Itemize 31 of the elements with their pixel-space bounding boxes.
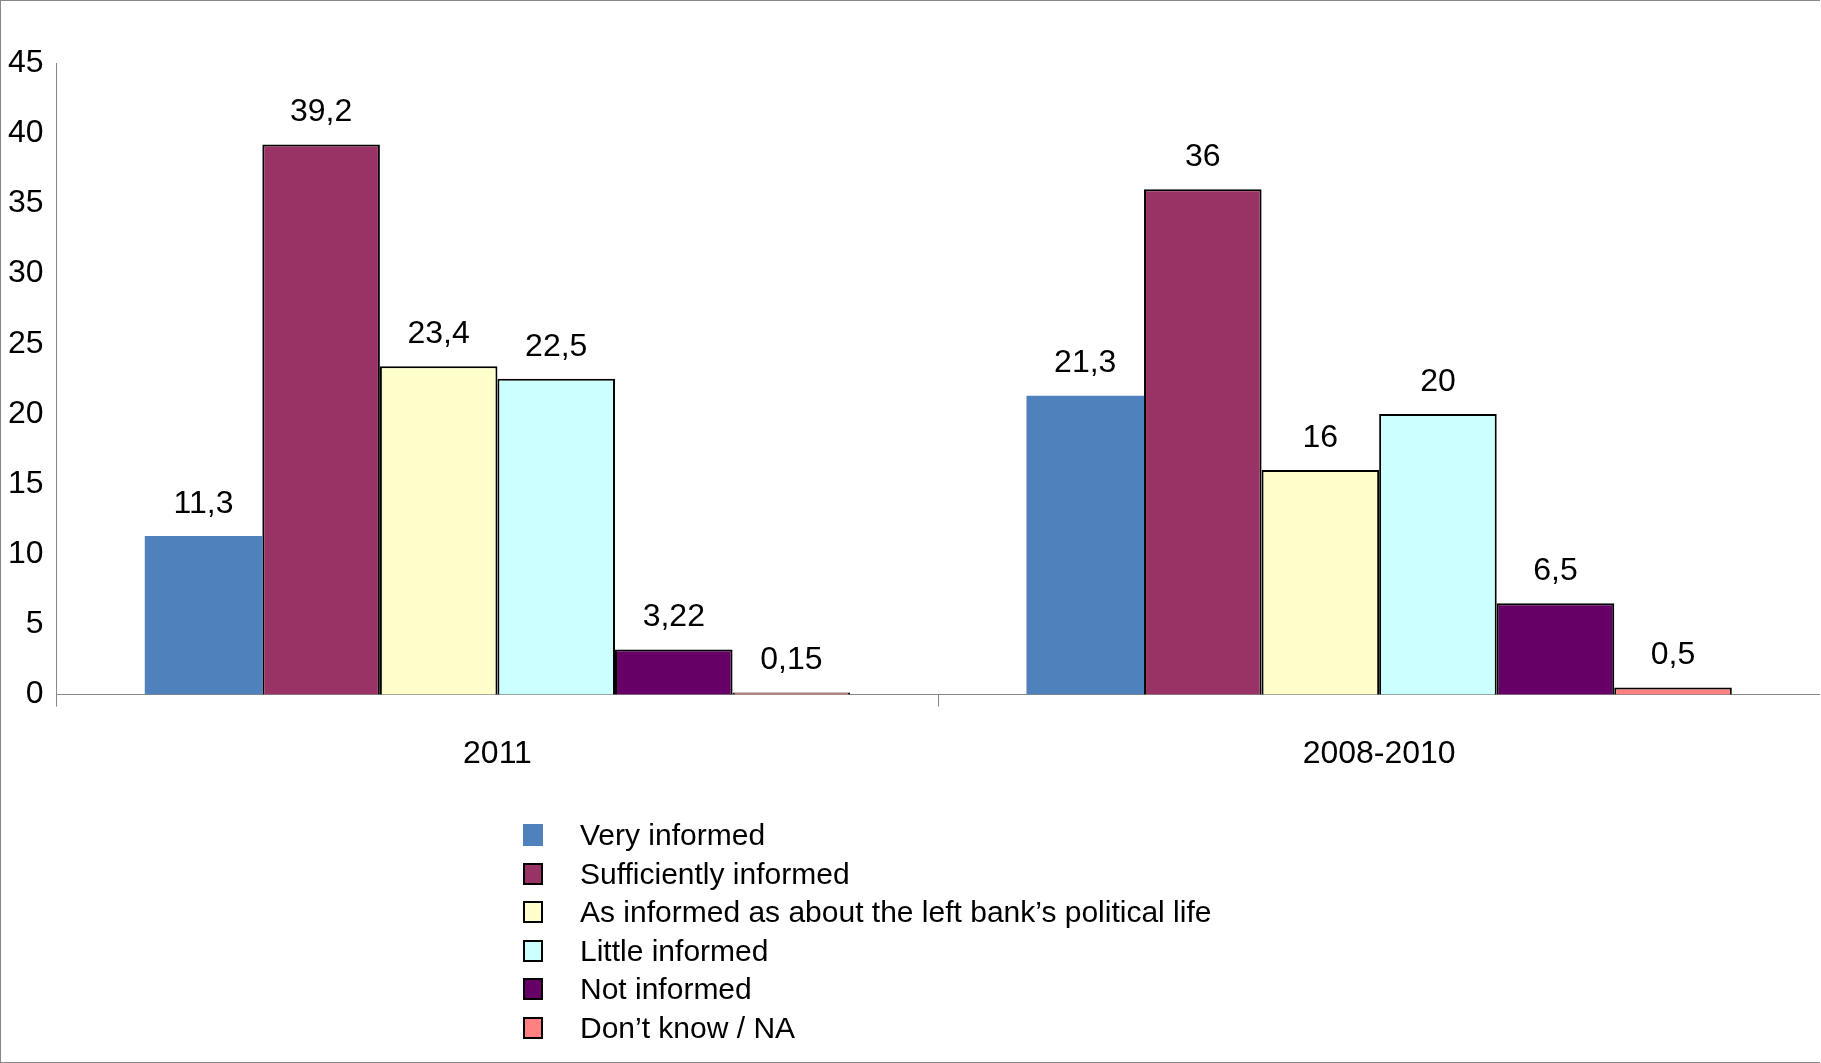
data-label: 11,3 — [173, 483, 234, 520]
data-label: 0,5 — [1650, 635, 1696, 672]
y-tick-label: 35 — [8, 183, 44, 220]
data-label: 0,15 — [760, 640, 823, 677]
legend-label: Don’t know / NA — [580, 1010, 796, 1045]
y-tick-label: 20 — [8, 393, 44, 430]
legend-label: Sufficiently informed — [580, 856, 850, 891]
y-tick-label: 10 — [8, 534, 44, 571]
bar — [144, 536, 263, 695]
x-tick-label: 2008-2010 — [1302, 733, 1456, 770]
data-label: 3,22 — [642, 597, 705, 634]
data-label: 22,5 — [525, 326, 588, 363]
y-tick-label: 5 — [25, 604, 44, 641]
legend-label: As informed as about the left bank’s political life — [580, 895, 1212, 930]
data-label: 20 — [1420, 361, 1456, 398]
y-tick-label: 15 — [8, 463, 44, 500]
legend-label: Very informed — [580, 818, 766, 853]
data-label: 36 — [1185, 137, 1221, 174]
data-label: 6,5 — [1533, 551, 1578, 588]
legend-label: Little informed — [580, 933, 769, 968]
data-label: 23,4 — [407, 314, 470, 350]
data-label: 16 — [1302, 417, 1339, 454]
y-tick-label: 30 — [8, 253, 44, 290]
y-tick-label: 25 — [8, 323, 44, 360]
x-tick-label: 2011 — [463, 733, 532, 770]
legend-label: Not informed — [580, 972, 752, 1007]
y-tick-label: 40 — [8, 113, 44, 150]
y-tick-label: 45 — [8, 42, 44, 79]
data-label: 39,2 — [289, 92, 353, 129]
y-tick-label: 0 — [25, 674, 44, 711]
data-label: 21,3 — [1054, 343, 1117, 380]
